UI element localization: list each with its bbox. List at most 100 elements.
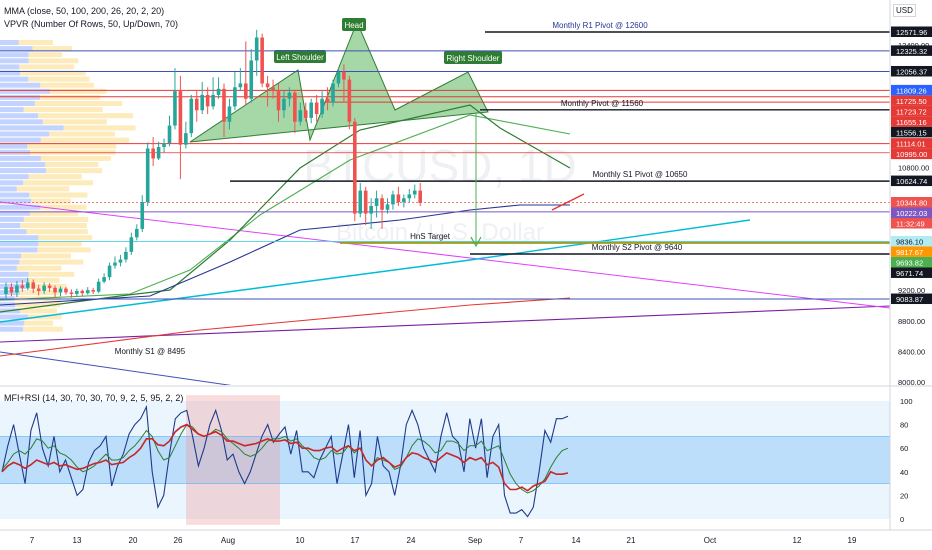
volume-profile-up-bar bbox=[0, 259, 20, 265]
volume-profile-down-bar bbox=[24, 320, 54, 326]
hns-target-arrowhead bbox=[470, 236, 482, 248]
price-tag-bg bbox=[891, 207, 932, 218]
candle-body bbox=[205, 94, 210, 107]
volume-profile-up-bar bbox=[0, 204, 41, 210]
candle-body bbox=[91, 290, 95, 292]
candle-body bbox=[211, 94, 215, 107]
price-tag: 12325.32 bbox=[896, 47, 927, 56]
price-tag: 9083.87 bbox=[896, 295, 923, 304]
price-tag: 10995.00 bbox=[896, 150, 927, 159]
right-shoulder-label: Right Shoulder bbox=[447, 54, 500, 63]
volume-profile-up-bar bbox=[0, 186, 17, 192]
ma-200 bbox=[0, 297, 571, 357]
candle-body bbox=[325, 98, 330, 103]
volume-profile-down-bar bbox=[32, 46, 72, 52]
price-tag-bg bbox=[891, 235, 932, 247]
price-tag-bg bbox=[891, 148, 932, 160]
volume-profile-up-bar bbox=[0, 247, 38, 253]
volume-profile-up-bar bbox=[0, 168, 46, 174]
price-tag: 11655.16 bbox=[896, 118, 927, 127]
volume-profile-up-bar bbox=[0, 131, 50, 137]
indicator-tick-label: 20 bbox=[900, 491, 908, 500]
time-tick-label: 10 bbox=[296, 536, 305, 545]
volume-profile-up-bar bbox=[0, 192, 30, 198]
candle-body bbox=[353, 121, 357, 214]
volume-profile-down-bar bbox=[63, 125, 136, 131]
time-tick-label: Aug bbox=[221, 536, 235, 545]
candle-body bbox=[9, 287, 14, 293]
price-tick-label: 8400.00 bbox=[898, 347, 925, 356]
price-tag: 11723.72 bbox=[896, 107, 927, 116]
candle-body bbox=[64, 288, 68, 293]
candle-body bbox=[107, 265, 112, 278]
price-tag: 11:32:49 bbox=[896, 219, 925, 228]
candle-body bbox=[358, 190, 363, 214]
volume-profile-up-bar bbox=[0, 314, 28, 320]
price-tag: 11114.01 bbox=[896, 140, 926, 149]
price-tag-bg bbox=[891, 293, 932, 305]
price-tick-label: 8800.00 bbox=[898, 317, 925, 326]
candle-body bbox=[418, 190, 422, 203]
candle-body bbox=[80, 290, 85, 294]
candle-body bbox=[271, 87, 275, 92]
candle-body bbox=[363, 190, 368, 214]
price-tag: 9671.74 bbox=[896, 269, 923, 278]
time-tick-label: 24 bbox=[407, 536, 416, 545]
price-tag: 11809.26 bbox=[896, 86, 927, 95]
ma-26 bbox=[0, 204, 570, 306]
volume-profile-down-bar bbox=[40, 204, 87, 210]
price-tag: 9836.10 bbox=[896, 237, 923, 246]
time-axis[interactable]: 7 13 20 26 Aug 10 17 24 Sep 7 14 21 Oct 12 19 bbox=[0, 529, 932, 545]
time-tick-label: Sep bbox=[468, 536, 483, 545]
volume-profile-down-bar bbox=[28, 76, 90, 82]
volume-profile-up-bar bbox=[0, 290, 20, 296]
candle-body bbox=[412, 190, 417, 195]
volume-profile-up-bar bbox=[0, 88, 50, 94]
volume-profile-down-bar bbox=[20, 308, 57, 314]
volume-profile-down-bar bbox=[27, 314, 62, 320]
candle-body bbox=[374, 198, 379, 206]
volume-profile-down-bar bbox=[23, 216, 89, 222]
volume-profile-up-bar bbox=[0, 277, 28, 283]
candle-body bbox=[124, 251, 128, 260]
vpvr-legend[interactable]: VPVR (Number Of Rows, 50, Up/Down, 70) bbox=[4, 19, 179, 29]
volume-profile-up-bar bbox=[0, 229, 27, 235]
volume-profile-up-bar bbox=[0, 265, 17, 271]
price-tag: 11725.50 bbox=[896, 97, 927, 106]
mma-legend[interactable]: MMA (close, 50, 100, 200, 26, 20, 2, 20) bbox=[4, 6, 165, 16]
time-tick-label: 12 bbox=[793, 536, 802, 545]
volume-profile-down-bar bbox=[20, 223, 87, 228]
volume-profile-up-bar bbox=[0, 149, 31, 155]
volume-profile-up-bar bbox=[0, 113, 38, 119]
volume-profile-down-bar bbox=[45, 162, 99, 167]
volume-profile-up-bar bbox=[0, 326, 23, 332]
candle-body bbox=[314, 102, 319, 115]
mfi-rsi-legend[interactable]: MFI+RSI (14, 30, 70, 30, 70, 9, 2, 5, 95… bbox=[4, 393, 184, 403]
candle-body bbox=[36, 288, 41, 291]
candle-body bbox=[282, 98, 286, 111]
candle-body bbox=[184, 133, 188, 145]
candle-body bbox=[320, 98, 324, 115]
currency-label[interactable]: USD bbox=[893, 4, 916, 17]
time-tick-label: 26 bbox=[174, 536, 183, 545]
volume-profile-down-bar bbox=[40, 82, 94, 88]
volume-profile-up-bar bbox=[0, 271, 29, 277]
volume-profile-up-bar bbox=[0, 235, 39, 241]
pivot-r1-label: Monthly R1 Pivot @ 12600 bbox=[552, 21, 648, 30]
candle-body bbox=[222, 88, 226, 122]
mfi-line bbox=[1, 404, 569, 518]
candle-body bbox=[156, 146, 161, 159]
volume-profile-up-bar bbox=[0, 52, 29, 58]
candlesticks bbox=[4, 29, 422, 300]
price-axis[interactable]: 8000.008400.008800.009200.0010800.001240… bbox=[889, 0, 932, 530]
volume-profile-down-bar bbox=[16, 186, 70, 192]
volume-profile-down-bar bbox=[42, 119, 107, 125]
volume-profile-up-bar bbox=[0, 284, 30, 289]
rsi-line bbox=[1, 423, 569, 492]
right-shoulder-label-bg bbox=[444, 51, 502, 64]
volume-profile-down-bar bbox=[23, 107, 103, 113]
price-tag: 10344.80 bbox=[896, 198, 927, 207]
candle-body bbox=[276, 91, 281, 111]
candle-body bbox=[303, 110, 308, 118]
